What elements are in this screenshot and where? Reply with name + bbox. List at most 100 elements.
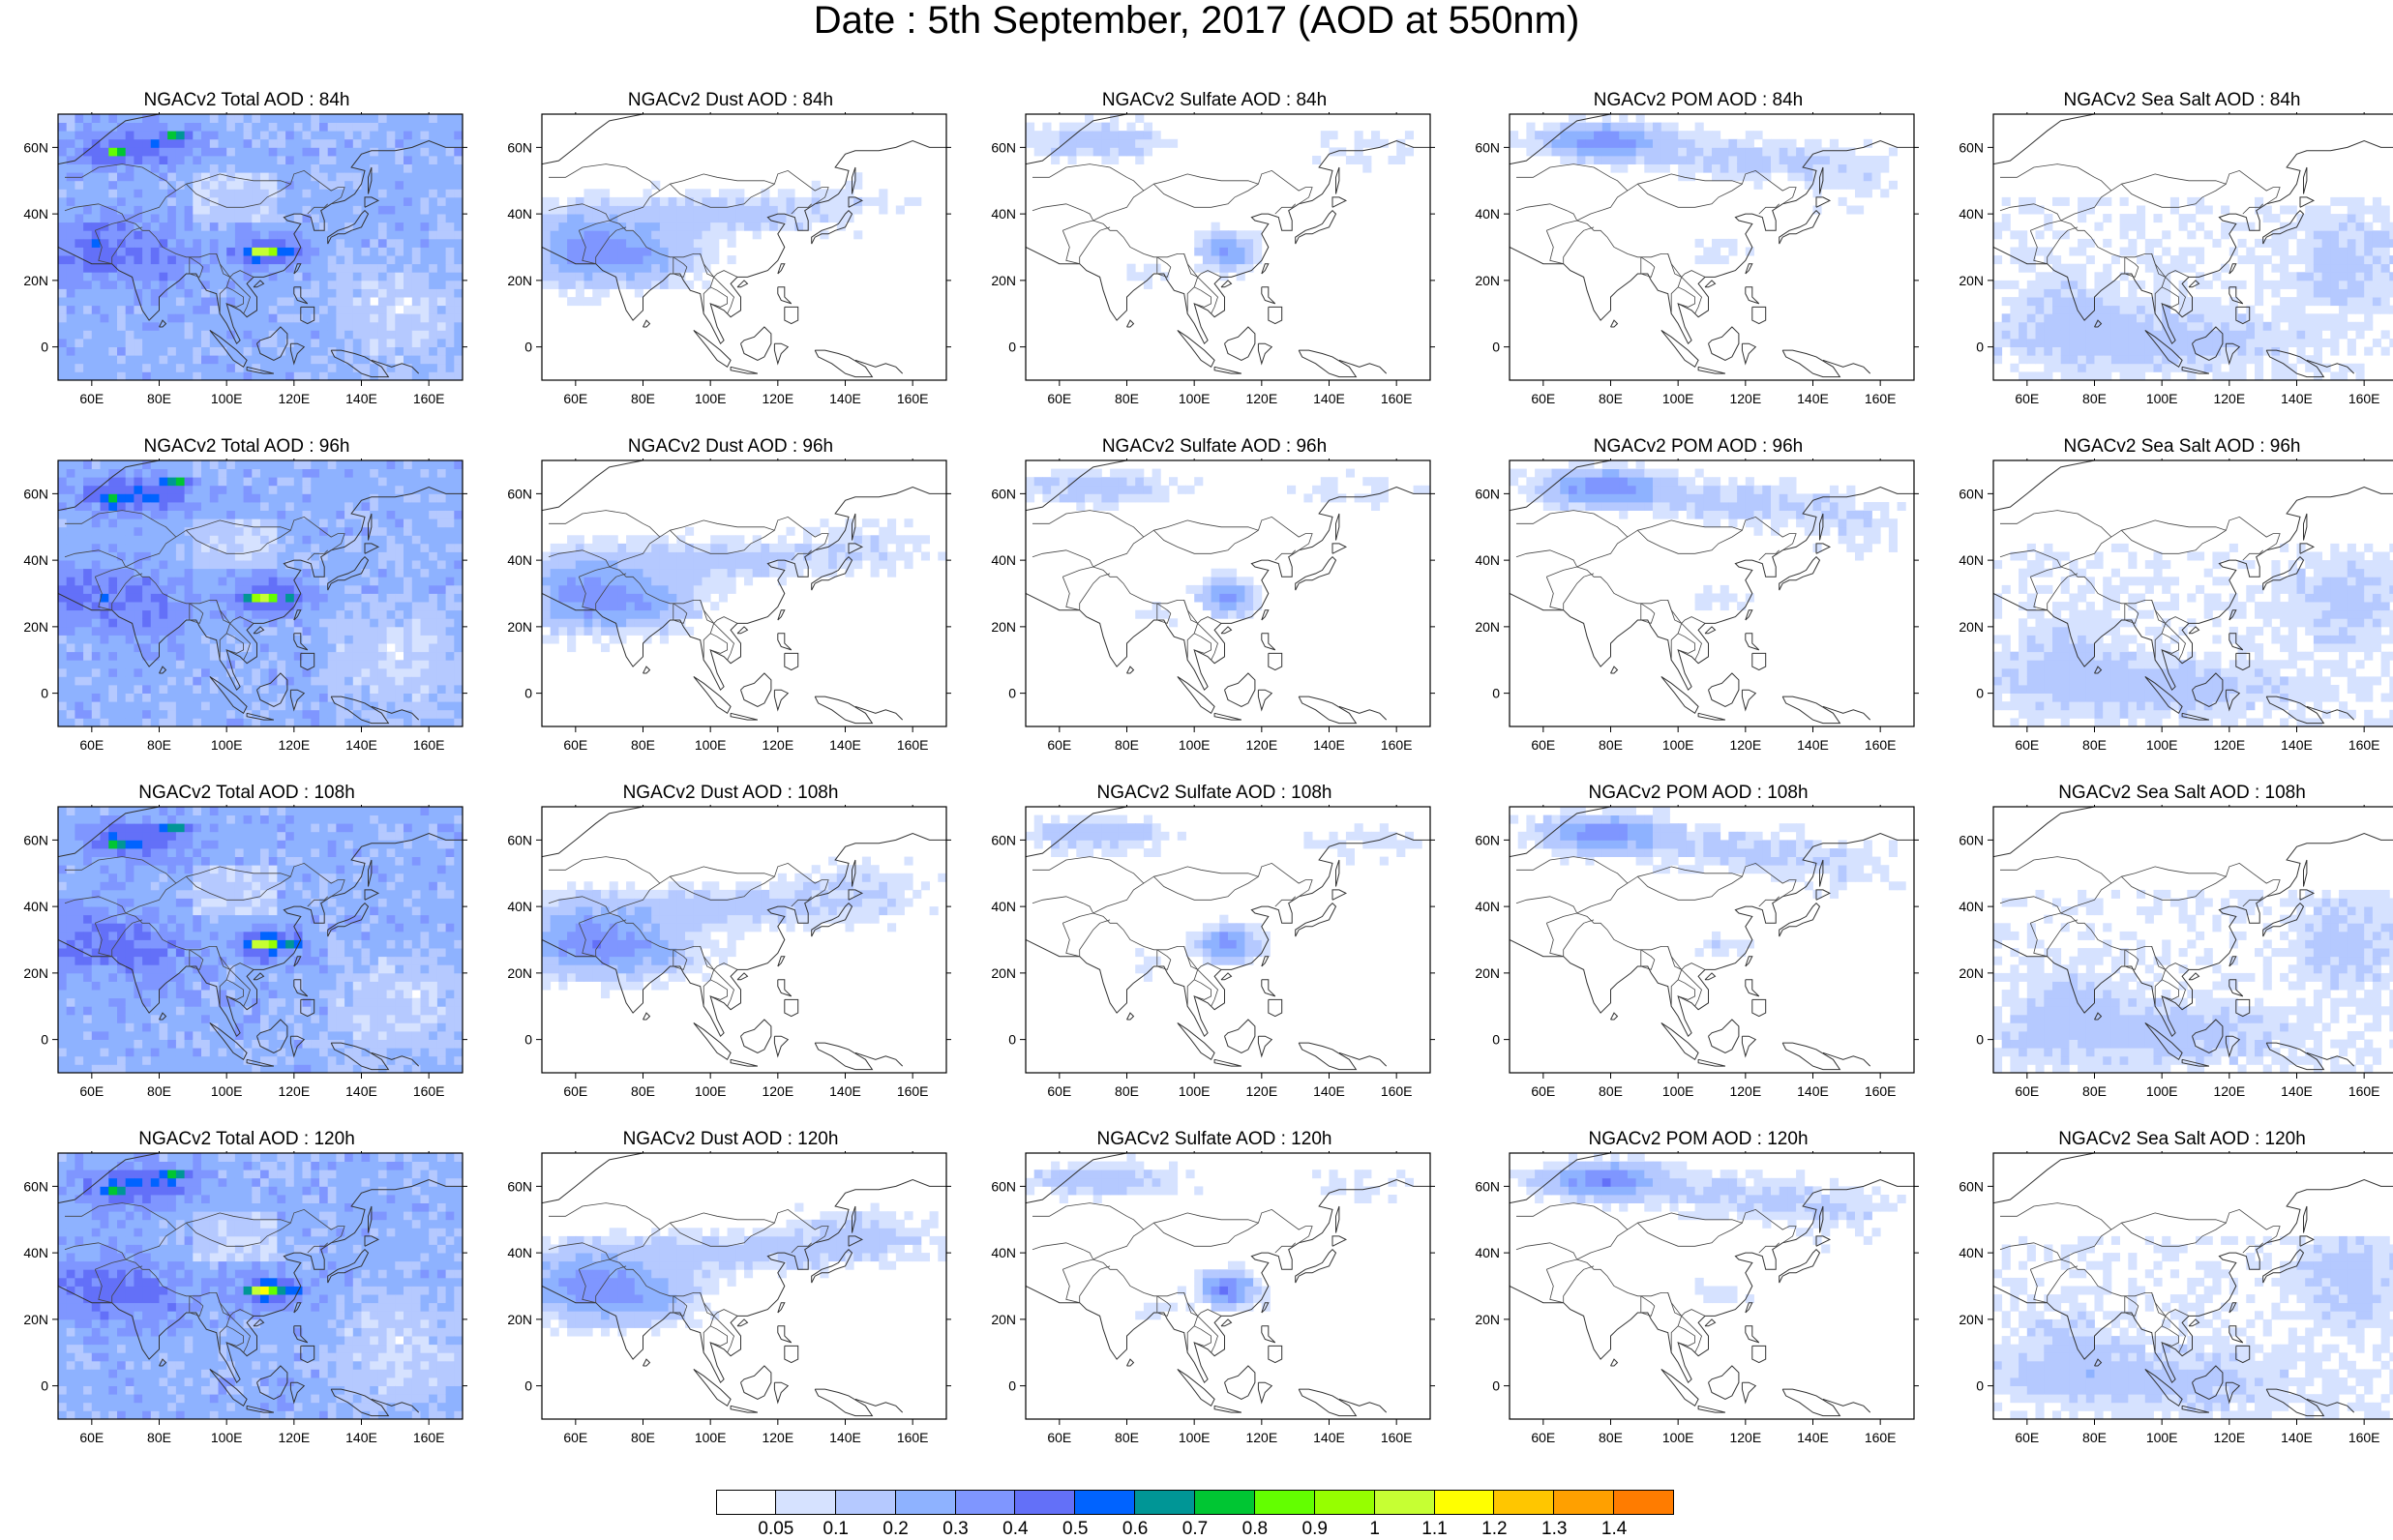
lat-tick-label: 0	[1976, 686, 1984, 701]
lon-tick-label: 140E	[1313, 1430, 1345, 1445]
aod-field	[1993, 544, 2393, 727]
aod-field	[1026, 469, 1430, 628]
lon-tick-label: 100E	[2146, 1083, 2178, 1099]
colorbar-label: 1.3	[1530, 1519, 1578, 1540]
lon-tick-label: 100E	[2146, 737, 2178, 753]
lat-tick-label: 20N	[23, 273, 48, 288]
lon-tick-label: 100E	[695, 1430, 727, 1445]
colorbar-label: 1	[1351, 1519, 1399, 1540]
colorbar-box	[1494, 1490, 1554, 1515]
lat-tick-label: 60N	[1959, 832, 1984, 847]
lon-tick-label: 120E	[2213, 737, 2245, 753]
lon-tick-label: 120E	[278, 737, 310, 753]
lat-tick-label: 60N	[1475, 139, 1500, 155]
lon-tick-label: 80E	[2082, 1430, 2107, 1445]
lat-tick-label: 40N	[507, 1245, 532, 1260]
lon-tick-label: 80E	[2082, 1083, 2107, 1099]
panel-title: NGACv2 Sea Salt AOD : 84h	[1950, 89, 2393, 112]
lat-tick-label: 20N	[991, 619, 1016, 635]
lat-tick-label: 20N	[1959, 273, 1984, 288]
lat-tick-label: 20N	[1475, 619, 1500, 635]
lon-tick-label: 160E	[2348, 737, 2380, 753]
lon-tick-label: 80E	[1115, 737, 1139, 753]
lon-tick-label: 60E	[1047, 391, 1071, 406]
lat-tick-label: 20N	[507, 1312, 532, 1327]
panel-title: NGACv2 Total AOD : 84h	[15, 89, 479, 112]
lon-tick-label: 120E	[762, 391, 793, 406]
lat-tick-label: 60N	[1959, 486, 1984, 501]
lon-tick-label: 160E	[1381, 1083, 1413, 1099]
lon-tick-label: 80E	[147, 737, 171, 753]
lat-tick-label: 60N	[991, 1178, 1016, 1194]
aod-field	[1993, 890, 2393, 1074]
lat-tick-label: 0	[41, 1378, 48, 1394]
lon-tick-label: 80E	[1115, 1430, 1139, 1445]
colorbar-box	[1255, 1490, 1315, 1515]
lon-tick-label: 140E	[1797, 1430, 1829, 1445]
lon-tick-label: 60E	[1047, 1083, 1071, 1099]
lon-tick-label: 140E	[2281, 391, 2313, 406]
lat-tick-label: 60N	[1475, 1178, 1500, 1194]
panel-title: NGACv2 Dust AOD : 96h	[498, 435, 963, 459]
lat-tick-label: 0	[1008, 686, 1016, 701]
lon-tick-label: 160E	[897, 737, 929, 753]
lat-tick-label: 20N	[1475, 1312, 1500, 1327]
lon-tick-label: 80E	[1599, 1083, 1623, 1099]
lon-tick-label: 140E	[829, 737, 861, 753]
colorbar-box	[1435, 1490, 1495, 1515]
colorbar-label: 1.4	[1590, 1519, 1638, 1540]
lon-tick-label: 160E	[1865, 1430, 1897, 1445]
lon-tick-label: 140E	[345, 737, 377, 753]
lon-tick-label: 160E	[897, 391, 929, 406]
lon-tick-label: 60E	[1047, 737, 1071, 753]
lon-tick-label: 120E	[1245, 1430, 1277, 1445]
lon-tick-label: 160E	[1381, 1430, 1413, 1445]
lon-tick-label: 60E	[2015, 391, 2039, 406]
lon-tick-label: 120E	[2213, 391, 2245, 406]
lon-tick-label: 120E	[2213, 1083, 2245, 1099]
lon-tick-label: 80E	[631, 1430, 655, 1445]
lon-tick-label: 120E	[1245, 391, 1277, 406]
colorbar-box	[1195, 1490, 1255, 1515]
panel-title: NGACv2 Sulfate AOD : 120h	[982, 1128, 1447, 1151]
lat-tick-label: 20N	[507, 273, 532, 288]
colorbar-box	[1554, 1490, 1614, 1515]
lon-tick-label: 160E	[1865, 737, 1897, 753]
lon-tick-label: 60E	[79, 1430, 104, 1445]
lat-tick-label: 0	[1008, 340, 1016, 355]
lon-tick-label: 60E	[79, 737, 104, 753]
colorbar-label: 0.4	[991, 1519, 1039, 1540]
lat-tick-label: 40N	[1475, 899, 1500, 914]
lat-tick-label: 20N	[507, 965, 532, 981]
lon-tick-label: 60E	[563, 1083, 587, 1099]
lat-tick-label: 40N	[991, 1245, 1016, 1260]
lon-tick-label: 80E	[631, 1083, 655, 1099]
lon-tick-label: 60E	[1531, 737, 1555, 753]
lon-tick-label: 120E	[762, 737, 793, 753]
colorbar-box	[1075, 1490, 1135, 1515]
lon-tick-label: 80E	[147, 391, 171, 406]
lon-tick-label: 80E	[2082, 737, 2107, 753]
lon-tick-label: 120E	[1729, 1430, 1761, 1445]
colorbar-label: 0.8	[1231, 1519, 1279, 1540]
panel-title: NGACv2 Sulfate AOD : 108h	[982, 782, 1447, 805]
lat-tick-label: 60N	[23, 1178, 48, 1194]
lon-tick-label: 140E	[345, 1083, 377, 1099]
panel-title: NGACv2 Dust AOD : 108h	[498, 782, 963, 805]
lon-tick-label: 160E	[1381, 737, 1413, 753]
aod-field	[1026, 114, 1414, 289]
